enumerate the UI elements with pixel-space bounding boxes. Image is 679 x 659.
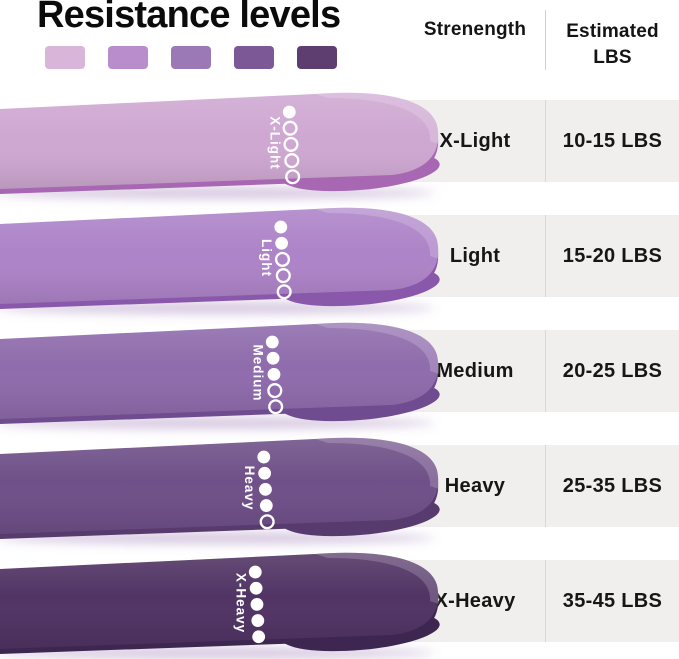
level-dots [265,335,284,415]
strength-cell: X-Heavy [434,589,516,612]
resistance-band-medium: Medium [0,322,440,429]
band-label: X-Light [268,116,283,170]
band-row-x-heavy: X-Heavy [0,545,679,659]
band-row-medium: Medium [0,315,679,430]
color-swatch-medium [171,46,211,69]
band-label: Light [259,239,274,277]
strength-cell: X-Light [439,129,511,152]
band-row-light: Light [0,200,679,315]
strength-column-header: Strenength [423,19,527,40]
level-dots [282,105,301,185]
strength-cell: Heavy [444,474,506,497]
level-dots [257,450,275,530]
page-title: Resistance levels [37,0,341,36]
resistance-band-x-light: X-Light [0,92,440,199]
cell-divider [545,445,546,527]
table-row: X-Light 10-15 LBS [405,100,679,182]
lbs-cell: 25-35 LBS [562,474,663,497]
table-header: Strenength Estimated LBS [405,10,679,70]
lbs-cell: 35-45 LBS [562,589,663,612]
color-swatch-x-heavy [297,46,337,69]
table-row: Medium 20-25 LBS [405,330,679,412]
resistance-band-x-heavy: X-Heavy [0,552,440,659]
lbs-cell: 10-15 LBS [562,129,663,152]
table-row: Light 15-20 LBS [405,215,679,297]
lbs-cell: 20-25 LBS [562,359,663,382]
header-divider [545,10,546,70]
table-row: X-Heavy 35-45 LBS [405,560,679,642]
cell-divider [545,100,546,182]
color-swatch-x-light [45,46,85,69]
estimated-lbs-column-header: Estimated LBS [566,21,659,68]
level-dots [274,220,292,300]
resistance-band-heavy: Heavy [0,437,440,544]
cell-divider [545,560,546,642]
level-dots [248,565,266,644]
band-label: Heavy [242,466,257,511]
band-row-heavy: Heavy [0,430,679,545]
band-row-x-light: X-Light [0,85,679,200]
cell-divider [545,215,546,297]
lbs-cell: 15-20 LBS [562,244,663,267]
band-label: Medium [251,344,266,401]
color-swatch-light [108,46,148,69]
strength-cell: Medium [436,359,514,382]
color-swatch-heavy [234,46,274,69]
color-scale-legend [45,46,337,69]
strength-cell: Light [449,244,501,267]
table-row: Heavy 25-35 LBS [405,445,679,527]
resistance-band-light: Light [0,207,440,314]
cell-divider [545,330,546,412]
band-label: X-Heavy [234,573,249,633]
